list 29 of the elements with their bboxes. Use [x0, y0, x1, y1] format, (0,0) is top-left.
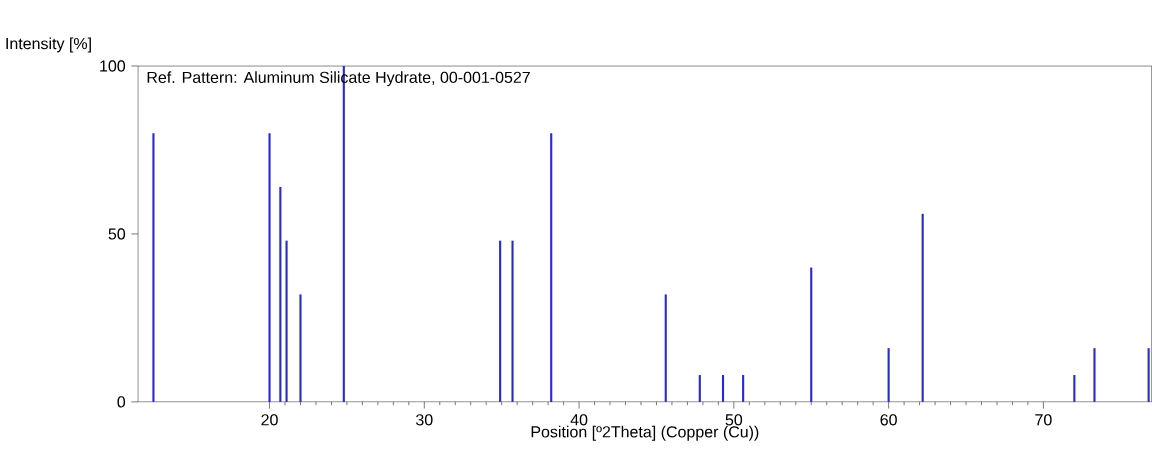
bar [152, 133, 155, 402]
bar [511, 240, 514, 402]
bar [721, 375, 725, 402]
bar [664, 294, 667, 402]
x-tick-label: 50 [725, 414, 743, 426]
bar [810, 267, 813, 402]
bar [1147, 348, 1150, 402]
bar [887, 348, 890, 402]
x-tick-label: 30 [416, 414, 433, 426]
y-tick-label: 50 [108, 228, 126, 240]
bar [268, 133, 271, 402]
y-axis-title: Intensity [%] [6, 37, 91, 53]
y-tick-label: 100 [100, 60, 126, 72]
y-tick-label: 0 [117, 396, 126, 408]
x-axis-title: Position [º2Theta] (Copper (Cu)) [531, 425, 759, 441]
bar [550, 133, 553, 402]
bar [1073, 375, 1076, 402]
bar [499, 240, 502, 402]
bar [279, 186, 282, 402]
bar [698, 375, 701, 402]
bar [921, 213, 924, 402]
x-tick-label: 70 [1035, 414, 1052, 426]
bar [285, 240, 288, 402]
bar [742, 375, 745, 402]
x-tick-label: 20 [261, 414, 278, 426]
x-tick-label: 60 [880, 414, 897, 426]
bar [1093, 348, 1096, 402]
x-tick-label: 40 [570, 414, 588, 426]
bar [299, 294, 302, 402]
